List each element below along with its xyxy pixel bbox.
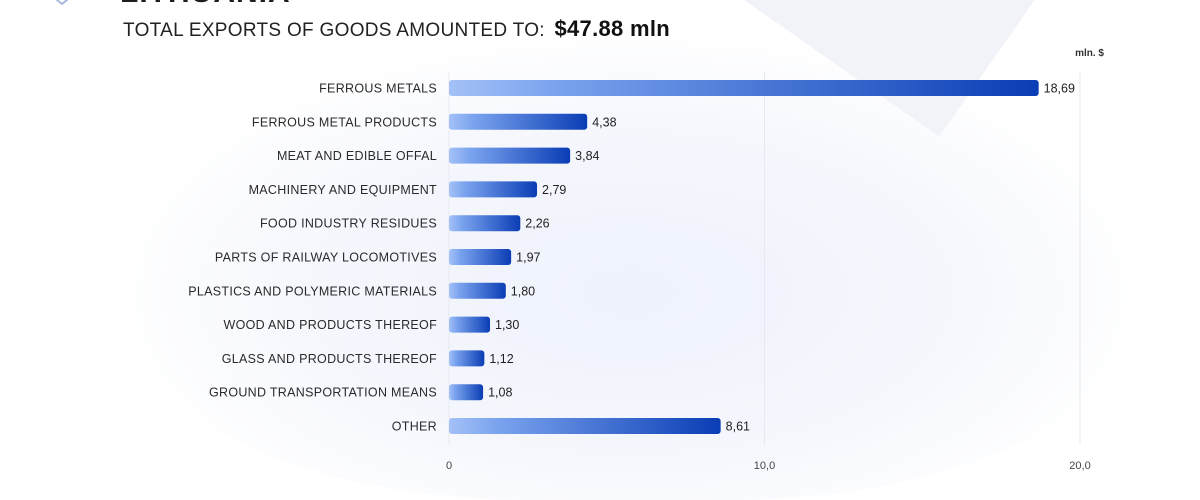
bar	[449, 384, 484, 401]
bars-group	[449, 80, 1039, 434]
category-label: OTHER	[392, 420, 437, 434]
x-tick-label: 20,0	[1069, 460, 1090, 472]
category-label: FERROUS METAL PRODUCTS	[252, 115, 437, 129]
bar	[449, 418, 721, 434]
category-label: PLASTICS AND POLYMERIC MATERIALS	[188, 284, 437, 298]
category-label: MACHINERY AND EQUIPMENT	[249, 183, 437, 197]
subtitle-text: TOTAL EXPORTS OF GOODS AMOUNTED TO:	[123, 20, 545, 41]
bar	[449, 147, 571, 164]
category-label: GLASS AND PRODUCTS THEREOF	[222, 352, 437, 366]
category-label: MEAT AND EDIBLE OFFAL	[277, 149, 437, 163]
x-tick-label: 10,0	[754, 460, 775, 472]
value-labels: 18,69 4,38 3,84 2,79 2,26 1,97 1,80 1,30 1,12 1,0…	[488, 82, 1075, 434]
bar	[449, 282, 506, 299]
logo-icon	[55, 0, 69, 6]
data-label: 1,12	[489, 352, 513, 366]
bar	[449, 80, 1039, 96]
unit-label: mln. $	[1075, 48, 1104, 59]
x-tick-label: 0	[446, 460, 452, 472]
country-title: LITHUANIA	[120, 0, 291, 10]
bar-chart: FERROUS METALS FERROUS METAL PRODUCTS MEAT…	[188, 72, 1091, 472]
data-label: 3,84	[575, 149, 599, 163]
bar	[449, 113, 588, 130]
total-value: $47.88 mln	[554, 16, 670, 41]
chart-subtitle: TOTAL EXPORTS OF GOODS AMOUNTED TO: $47.…	[123, 16, 670, 42]
data-label: 1,80	[511, 284, 535, 298]
bar	[449, 181, 538, 198]
category-labels: FERROUS METALS FERROUS METAL PRODUCTS MEAT…	[188, 82, 437, 434]
category-label: PARTS OF RAILWAY LOCOMOTIVES	[215, 251, 437, 265]
category-label: FERROUS METALS	[319, 82, 437, 96]
category-label: GROUND TRANSPORTATION MEANS	[209, 386, 437, 400]
category-label: FOOD INDUSTRY RESIDUES	[260, 217, 437, 231]
data-label: 1,97	[516, 251, 540, 265]
bar	[449, 249, 512, 265]
bar	[449, 350, 485, 367]
data-label: 1,08	[488, 386, 512, 400]
x-axis-ticks: 0 10,0 20,0	[446, 460, 1091, 472]
data-label: 18,69	[1044, 82, 1075, 96]
data-label: 8,61	[726, 420, 750, 434]
data-label: 2,26	[525, 217, 549, 231]
bar	[449, 316, 491, 333]
bar	[449, 215, 521, 232]
data-label: 2,79	[542, 183, 566, 197]
category-label: WOOD AND PRODUCTS THEREOF	[223, 318, 437, 332]
data-label: 1,30	[495, 318, 519, 332]
data-label: 4,38	[592, 115, 616, 129]
